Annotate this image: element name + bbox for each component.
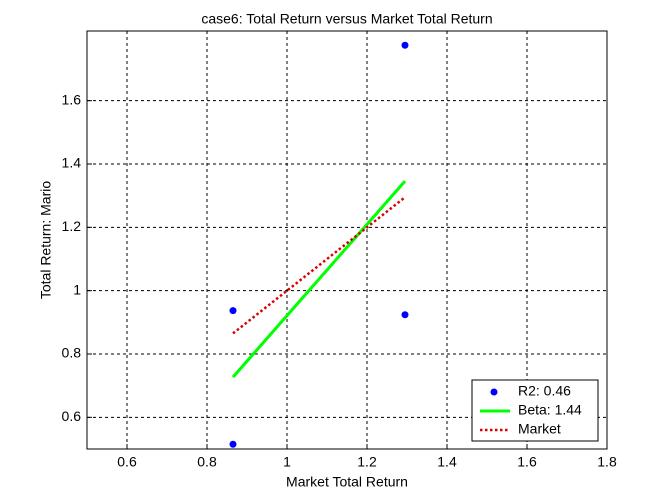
y-tick-label: 1.2 <box>62 218 82 234</box>
line <box>231 180 407 379</box>
point <box>401 311 409 319</box>
x-tick-label: 0.6 <box>117 454 137 470</box>
y-axis-label: Total Return: Mario <box>38 181 54 299</box>
x-axis-label: Market Total Return <box>286 474 408 490</box>
point <box>229 307 237 315</box>
point <box>229 440 237 448</box>
x-tick-label: 1.6 <box>517 454 537 470</box>
y-tick-label: 1.4 <box>62 155 82 171</box>
x-tick-label: 1.8 <box>597 454 617 470</box>
legend-label: Beta: 1.44 <box>518 402 582 418</box>
line <box>232 196 406 335</box>
legend-label: Market <box>518 421 561 437</box>
x-tick-label: 0.8 <box>197 454 217 470</box>
legend-label: R2: 0.46 <box>518 383 571 399</box>
legend: R2: 0.46 Beta: 1.44 Market <box>471 379 599 442</box>
y-tick-label: 0.8 <box>62 345 82 361</box>
y-tick-label: 1 <box>73 281 81 297</box>
chart-title: case6: Total Return versus Market Total … <box>201 11 492 27</box>
axes-box <box>86 30 608 450</box>
legend-symbol <box>490 388 498 396</box>
x-tick-label: 1.2 <box>357 454 377 470</box>
x-tick-label: 1.4 <box>437 454 457 470</box>
y-tick-label: 1.6 <box>62 91 82 107</box>
x-tick-label: 1 <box>283 454 291 470</box>
point <box>401 41 409 49</box>
y-tick-label: 0.6 <box>62 408 82 424</box>
